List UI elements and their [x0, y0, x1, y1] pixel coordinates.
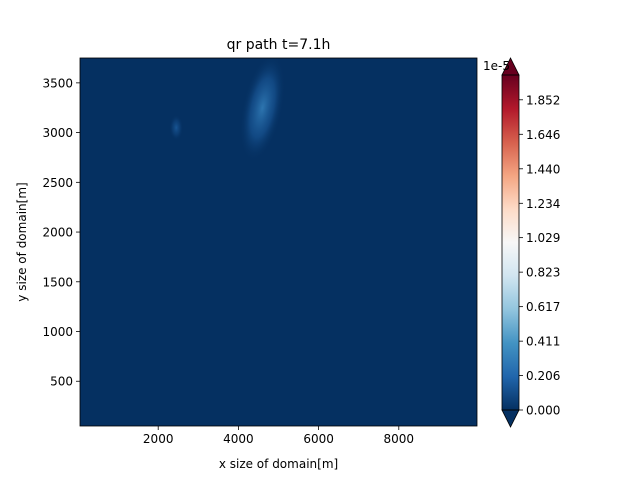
colorbar-tick-label: 1.440 [526, 162, 560, 176]
colorbar-ticks: 0.000 0.206 0.411 0.617 0.823 1.029 1.234 1.440… [519, 93, 560, 418]
x-tick-label: 2000 [143, 432, 174, 446]
feature-elongated-blob [239, 58, 286, 162]
colorbar-tick-label: 0.206 [526, 369, 560, 383]
colorbar-tick-label: 1.234 [526, 197, 560, 211]
y-tick-label: 2500 [42, 176, 73, 190]
y-axis: 500 1000 1500 2000 2500 3000 3500 [42, 76, 80, 389]
colorbar-tick-label: 1.029 [526, 231, 560, 245]
colorbar-tick-label: 1.852 [526, 93, 560, 107]
colorbar-tick-label: 0.411 [526, 335, 560, 349]
colorbar-multiplier: 1e-5 [483, 59, 510, 73]
colorbar: 0.000 0.206 0.411 0.617 0.823 1.029 1.234 1.440… [483, 57, 560, 428]
y-tick-label: 1500 [42, 275, 73, 289]
y-axis-label: y size of domain[m] [15, 182, 29, 301]
plot-frame [79, 57, 478, 427]
colorbar-frame [501, 74, 520, 411]
y-tick-label: 3500 [42, 76, 73, 90]
colorbar-body [502, 75, 519, 410]
colorbar-tick-label: 1.646 [526, 128, 560, 142]
colorbar-extend-min [501, 409, 520, 428]
colorbar-tick-label: 0.000 [526, 404, 560, 418]
x-axis: 2000 4000 6000 8000 [143, 426, 414, 446]
x-tick-label: 4000 [223, 432, 254, 446]
x-axis-label: x size of domain[m] [219, 457, 338, 471]
y-tick-label: 3000 [42, 126, 73, 140]
x-tick-label: 6000 [303, 432, 334, 446]
colorbar-tick-label: 0.823 [526, 266, 560, 280]
feature-small-blob [169, 114, 184, 141]
chart-title: qr path t=7.1h [227, 37, 331, 53]
y-tick-label: 1000 [42, 325, 73, 339]
x-tick-label: 8000 [384, 432, 415, 446]
y-tick-label: 2000 [42, 226, 73, 240]
colorbar-tick-label: 0.617 [526, 300, 560, 314]
y-tick-label: 500 [50, 375, 73, 389]
features-layer [169, 58, 286, 162]
